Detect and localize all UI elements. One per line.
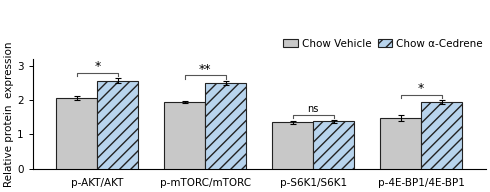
Text: *: *	[94, 60, 100, 73]
Legend: Chow Vehicle, Chow α-Cedrene: Chow Vehicle, Chow α-Cedrene	[281, 37, 485, 51]
Bar	[205, 83, 246, 169]
Y-axis label: Relative protein  expression: Relative protein expression	[4, 41, 14, 187]
Text: ns: ns	[308, 104, 319, 114]
Bar	[98, 81, 138, 169]
Text: **: **	[199, 63, 212, 76]
Text: *: *	[418, 82, 424, 95]
Bar	[164, 102, 205, 169]
Bar	[380, 118, 421, 169]
Bar	[313, 121, 354, 169]
Bar	[421, 102, 462, 169]
Bar	[56, 98, 98, 169]
Bar	[272, 122, 313, 169]
